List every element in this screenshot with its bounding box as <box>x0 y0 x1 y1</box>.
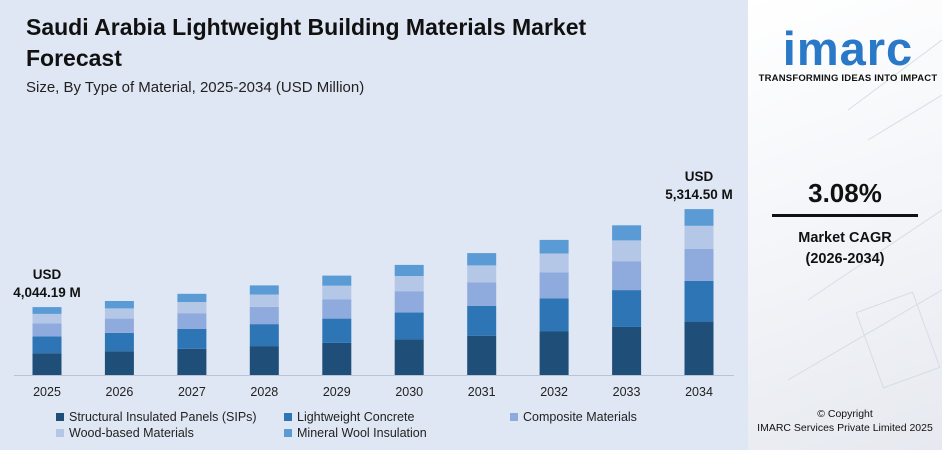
chart-subtitle: Size, By Type of Material, 2025-2034 (US… <box>26 79 365 96</box>
bar-segment-2028-series-4 <box>249 294 279 307</box>
legend-item-1: Structural Insulated Panels (SIPs) <box>56 410 257 424</box>
x-tick-label-2031: 2031 <box>468 385 496 399</box>
bar-segment-2030-series-2 <box>394 312 424 340</box>
bar-segment-2033-series-5 <box>612 225 642 241</box>
legend-item-2: Lightweight Concrete <box>284 410 414 424</box>
bar-segment-2028-series-1 <box>249 346 279 375</box>
bar-segment-2031-series-2 <box>467 305 497 336</box>
bar-segment-2029-series-5 <box>322 275 352 286</box>
bar-segment-2025-series-4 <box>32 313 62 324</box>
bar-segment-2028-series-5 <box>249 285 279 295</box>
legend-item-3: Composite Materials <box>510 410 637 424</box>
bar-segment-2032-series-2 <box>539 298 569 332</box>
legend-item-5: Mineral Wool Insulation <box>284 426 427 440</box>
bar-segment-2026-series-4 <box>104 308 134 319</box>
legend-swatch <box>56 429 64 437</box>
copyright-line2: IMARC Services Private Limited 2025 <box>757 422 933 434</box>
cagr-label: Market CAGR (2026-2034) <box>768 228 922 270</box>
imarc-logo: imarc <box>782 22 914 75</box>
copyright-line1: © Copyright <box>817 408 873 420</box>
bar-segment-2029-series-4 <box>322 285 352 300</box>
legend-label: Composite Materials <box>523 410 637 424</box>
bar-segment-2032-series-4 <box>539 253 569 273</box>
legend-item-4: Wood-based Materials <box>56 426 194 440</box>
x-tick-label-2033: 2033 <box>613 385 641 399</box>
brand-tagline: TRANSFORMING IDEAS INTO IMPACT <box>758 73 938 84</box>
cagr-label-line2: (2026-2034) <box>805 251 885 267</box>
bar-segment-2030-series-5 <box>394 264 424 276</box>
x-tick-label-2026: 2026 <box>106 385 134 399</box>
bar-segment-2033-series-3 <box>612 261 642 291</box>
cagr-divider <box>772 214 918 217</box>
bar-segment-2030-series-4 <box>394 276 424 292</box>
legend-swatch <box>56 413 64 421</box>
bar-segment-2026-series-5 <box>104 301 134 309</box>
legend-swatch <box>284 429 292 437</box>
data-label-2025-line1: USD <box>33 267 62 282</box>
bar-segment-2027-series-5 <box>177 293 207 302</box>
bar-segment-2026-series-2 <box>104 332 134 352</box>
bar-segment-2032-series-5 <box>539 239 569 254</box>
data-label-2034-line2: 5,314.50 M <box>665 187 733 202</box>
data-label-2034-line1: USD <box>685 169 714 184</box>
stacked-bar-chart: 2025 2026 2027 2028 2029 2030 2031 2032 2033 2034… <box>13 169 734 399</box>
bar-segment-2032-series-3 <box>539 272 569 299</box>
x-tick-label-2027: 2027 <box>178 385 206 399</box>
bar-segment-2028-series-2 <box>249 324 279 347</box>
bar-segment-2028-series-3 <box>249 306 279 325</box>
bar-segment-2033-series-1 <box>612 326 642 375</box>
x-tick-label-2029: 2029 <box>323 385 351 399</box>
x-tick-label-2025: 2025 <box>33 385 61 399</box>
bar-segment-2025-series-1 <box>32 353 62 375</box>
legend-swatch <box>284 413 292 421</box>
legend-label: Lightweight Concrete <box>297 410 415 424</box>
legend-label: Wood-based Materials <box>69 426 194 440</box>
bar-segment-2033-series-2 <box>612 290 642 327</box>
copyright-notice: © Copyright IMARC Services Private Limit… <box>752 407 938 435</box>
bar-segment-2026-series-3 <box>104 318 134 333</box>
legend-swatch <box>510 413 518 421</box>
bar-segment-2027-series-4 <box>177 302 207 314</box>
bar-segment-2034-series-5 <box>684 209 714 226</box>
x-tick-label-2032: 2032 <box>540 385 568 399</box>
bar-segment-2026-series-1 <box>104 351 134 375</box>
cagr-value: 3.08% <box>808 178 882 208</box>
bar-segment-2029-series-3 <box>322 299 352 319</box>
bar-segment-2034-series-2 <box>684 280 714 322</box>
data-label-2025-line2: 4,044.19 M <box>13 285 81 300</box>
bar-segment-2025-series-2 <box>32 336 62 354</box>
bar-segment-2031-series-5 <box>467 253 497 266</box>
bar-segment-2034-series-1 <box>684 321 714 375</box>
bar-segment-2027-series-1 <box>177 348 207 375</box>
brand-sidebar: imarc TRANSFORMING IDEAS INTO IMPACT 3.0… <box>748 0 942 450</box>
bar-segment-2030-series-1 <box>394 339 424 375</box>
x-tick-label-2034: 2034 <box>685 385 713 399</box>
bar-segment-2027-series-3 <box>177 313 207 329</box>
bar-segment-2030-series-3 <box>394 291 424 313</box>
bar-segment-2029-series-1 <box>322 342 352 375</box>
bar-segment-2031-series-1 <box>467 335 497 375</box>
bar-segment-2025-series-3 <box>32 323 62 337</box>
bar-segment-2031-series-3 <box>467 282 497 306</box>
bar-segment-2032-series-1 <box>539 331 569 375</box>
chart-title: Saudi Arabia Lightweight Building Materi… <box>26 14 587 71</box>
bar-segment-2027-series-2 <box>177 328 207 349</box>
x-tick-label-2030: 2030 <box>395 385 423 399</box>
bar-segment-2031-series-4 <box>467 265 497 283</box>
bar-segment-2029-series-2 <box>322 318 352 343</box>
bar-segment-2034-series-4 <box>684 225 714 249</box>
bar-segment-2025-series-5 <box>32 307 62 314</box>
x-tick-label-2028: 2028 <box>250 385 278 399</box>
chart-panel: Saudi Arabia Lightweight Building Materi… <box>13 14 734 440</box>
bar-segment-2034-series-3 <box>684 248 714 281</box>
legend-label: Mineral Wool Insulation <box>297 426 427 440</box>
cagr-label-line1: Market CAGR <box>798 230 892 246</box>
background-decoration <box>787 39 942 389</box>
bar-segment-2033-series-4 <box>612 240 642 262</box>
legend-label: Structural Insulated Panels (SIPs) <box>69 410 257 424</box>
